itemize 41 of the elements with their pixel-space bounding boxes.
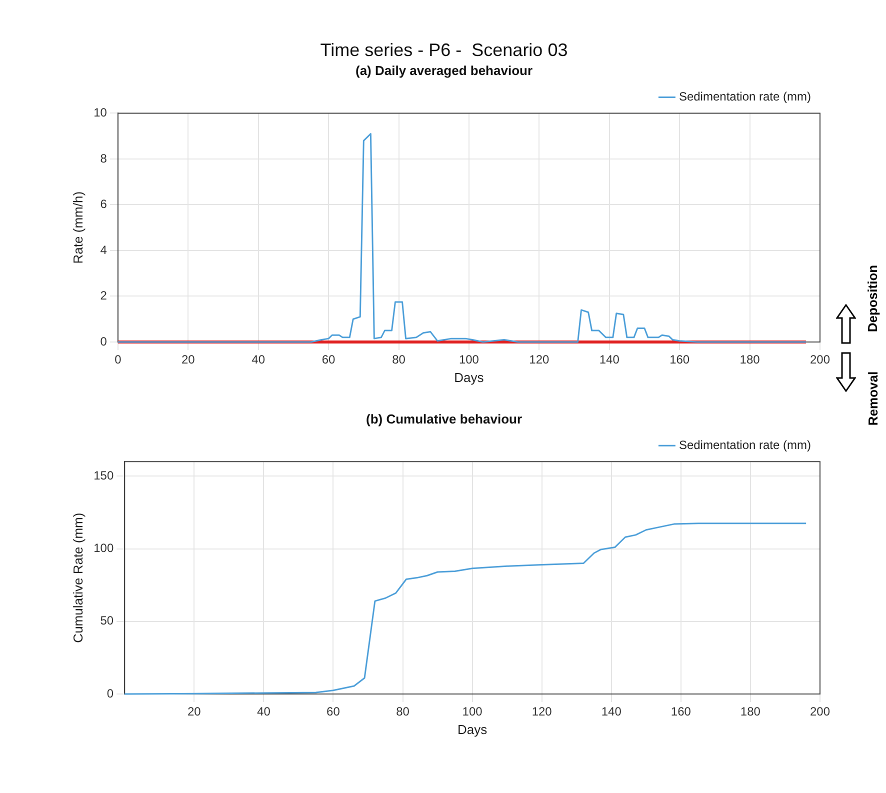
y-tick-label: 150 xyxy=(94,468,114,482)
y-tick-label: 8 xyxy=(100,151,108,166)
x-tick-label: 40 xyxy=(257,704,271,719)
x-tick-label: 40 xyxy=(252,352,266,367)
x-tick-label: 120 xyxy=(529,352,550,367)
chart-title: Time series - P6 - Scenario 03 xyxy=(320,40,568,60)
x-tick-label: 160 xyxy=(670,352,690,367)
x-tick-label: 60 xyxy=(322,352,336,367)
y-tick-label: 6 xyxy=(100,197,108,212)
x-tick-label: 80 xyxy=(396,704,410,719)
y-tick-label: 4 xyxy=(100,242,108,257)
chart-title: (b) Cumulative behaviour xyxy=(366,411,522,426)
text: Removal xyxy=(866,370,881,426)
x-tick-label: 140 xyxy=(599,352,620,367)
x-tick-label: 160 xyxy=(670,704,692,719)
x-tick-label: 100 xyxy=(458,352,480,367)
chart-subtitle: (a) Daily averaged behaviour xyxy=(355,62,533,78)
x-axis-title: Days xyxy=(457,722,488,737)
y-axis-title: Rate (mm/h) xyxy=(70,191,86,264)
y-tick-label: 0 xyxy=(106,686,114,700)
y-axis-title: Cumulative Rate (mm) xyxy=(70,512,86,643)
x-tick-label: 120 xyxy=(532,704,552,719)
legend-label: Sedimentation rate (mm) xyxy=(678,438,812,452)
text: Deposition xyxy=(866,264,881,332)
x-tick-label: 60 xyxy=(326,704,340,719)
x-tick-label: 80 xyxy=(392,352,406,367)
x-tick-label: 100 xyxy=(462,704,483,719)
x-tick-label: 20 xyxy=(181,352,196,367)
x-tick-label: 180 xyxy=(740,704,761,719)
y-tick-label: 10 xyxy=(94,106,108,120)
y-tick-label: 2 xyxy=(100,288,108,303)
y-tick-label: 0 xyxy=(100,334,108,348)
legend-label: Sedimentation rate (mm) xyxy=(678,90,812,104)
y-tick-label: 100 xyxy=(94,541,114,556)
x-axis-title: Days xyxy=(454,370,484,385)
x-tick-label: 140 xyxy=(601,704,622,719)
x-tick-label: 180 xyxy=(740,352,760,367)
x-tick-label: 200 xyxy=(810,352,830,367)
x-tick-label: 20 xyxy=(187,704,202,719)
x-tick-label: 200 xyxy=(810,704,830,719)
y-tick-label: 50 xyxy=(100,614,114,628)
